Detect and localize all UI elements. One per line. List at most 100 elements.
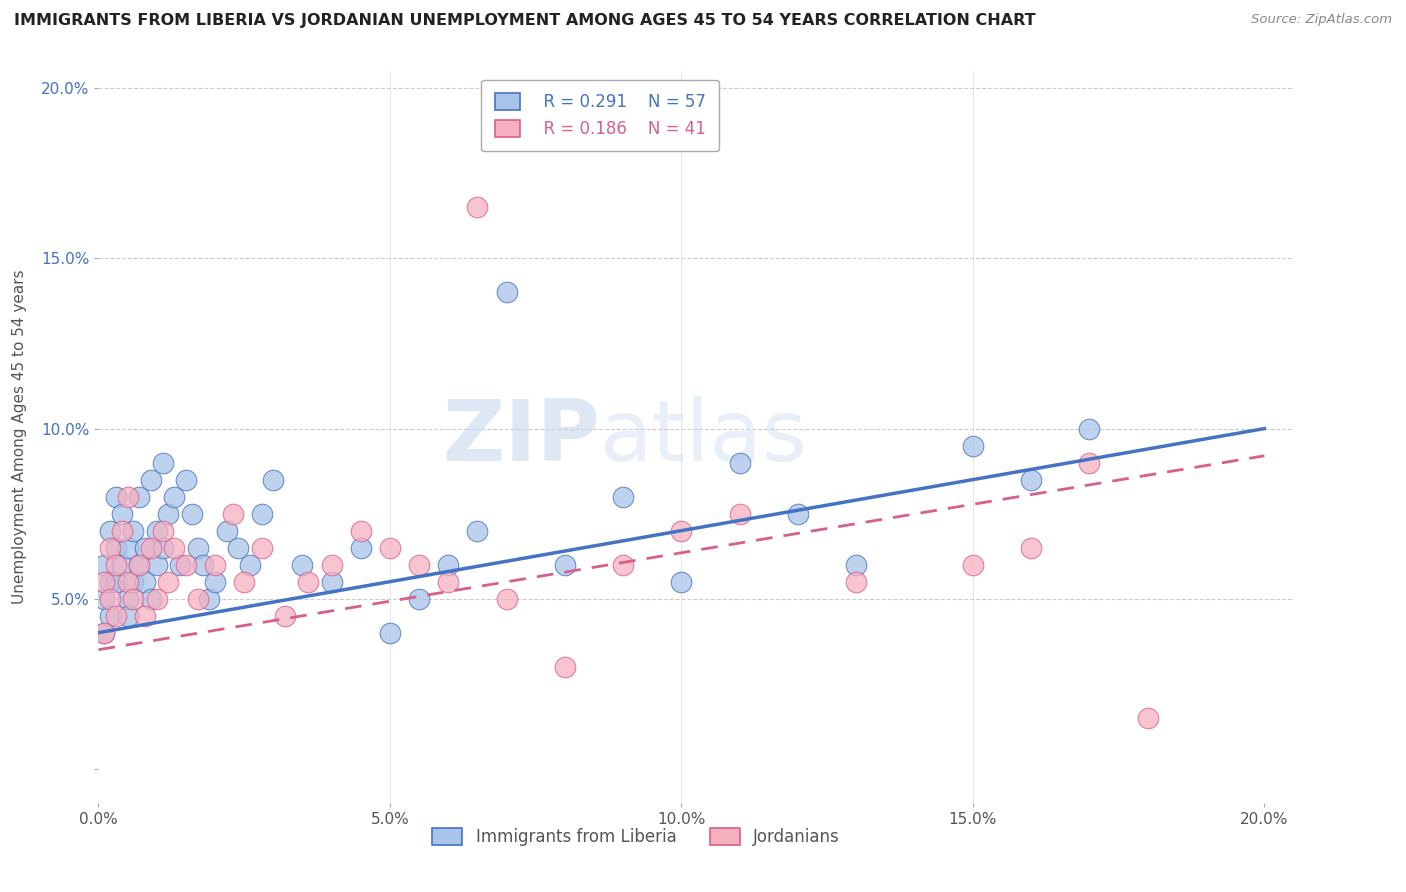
Point [145,558,167,572]
Point [111,507,134,521]
Point [467,524,489,538]
Point [93,558,115,572]
Point [378,541,401,555]
Point [117,591,139,606]
Point [321,574,343,589]
Point [671,574,693,589]
Point [174,473,197,487]
Point [250,507,273,521]
Point [163,541,186,555]
Point [612,490,634,504]
Point [193,558,215,572]
Point [408,591,430,606]
Point [122,591,145,606]
Point [378,625,401,640]
Point [787,507,810,521]
Point [157,507,180,521]
Point [169,558,191,572]
Point [728,507,751,521]
Point [437,558,460,572]
Point [128,558,150,572]
Point [350,524,373,538]
Point [145,591,167,606]
Point [111,524,134,538]
Point [139,541,162,555]
Point [239,558,262,572]
Point [180,507,202,521]
Point [122,574,145,589]
Point [98,608,121,623]
Point [321,558,343,572]
Text: atlas: atlas [600,395,808,479]
Point [152,456,174,470]
Point [1078,421,1101,435]
Point [1019,541,1042,555]
Point [554,659,576,673]
Text: Source: ZipAtlas.com: Source: ZipAtlas.com [1251,13,1392,27]
Point [104,490,127,504]
Point [186,591,208,606]
Point [93,574,115,589]
Point [117,490,139,504]
Point [139,591,162,606]
Point [139,473,162,487]
Point [134,541,156,555]
Point [671,524,693,538]
Point [93,625,115,640]
Point [962,558,984,572]
Point [128,490,150,504]
Text: ZIP: ZIP [443,395,600,479]
Point [233,574,256,589]
Point [93,591,115,606]
Point [221,507,243,521]
Point [228,541,250,555]
Point [111,558,134,572]
Point [186,541,208,555]
Point [152,541,174,555]
Point [612,558,634,572]
Point [350,541,373,555]
Point [274,608,297,623]
Point [250,541,273,555]
Point [297,574,319,589]
Point [845,558,868,572]
Point [495,285,517,300]
Point [728,456,751,470]
Point [98,541,121,555]
Point [157,574,180,589]
Point [467,201,489,215]
Point [962,439,984,453]
Point [117,541,139,555]
Point [1078,456,1101,470]
Point [152,524,174,538]
Point [262,473,284,487]
Point [215,524,238,538]
Point [93,625,115,640]
Point [104,558,127,572]
Text: IMMIGRANTS FROM LIBERIA VS JORDANIAN UNEMPLOYMENT AMONG AGES 45 TO 54 YEARS CORR: IMMIGRANTS FROM LIBERIA VS JORDANIAN UNE… [14,13,1036,29]
Point [408,558,430,572]
Point [291,558,314,572]
Point [98,591,121,606]
Point [198,591,221,606]
Point [145,524,167,538]
Point [1019,473,1042,487]
Point [117,608,139,623]
Point [174,558,197,572]
Point [554,558,576,572]
Point [134,574,156,589]
Point [163,490,186,504]
Legend: Immigrants from Liberia, Jordanians: Immigrants from Liberia, Jordanians [426,822,846,853]
Point [495,591,517,606]
Point [117,574,139,589]
Point [104,541,127,555]
Point [128,558,150,572]
Point [104,608,127,623]
Y-axis label: Unemployment Among Ages 45 to 54 years: Unemployment Among Ages 45 to 54 years [13,269,27,605]
Point [1136,711,1159,725]
Point [122,524,145,538]
Point [204,574,226,589]
Point [204,558,226,572]
Point [104,574,127,589]
Point [845,574,868,589]
